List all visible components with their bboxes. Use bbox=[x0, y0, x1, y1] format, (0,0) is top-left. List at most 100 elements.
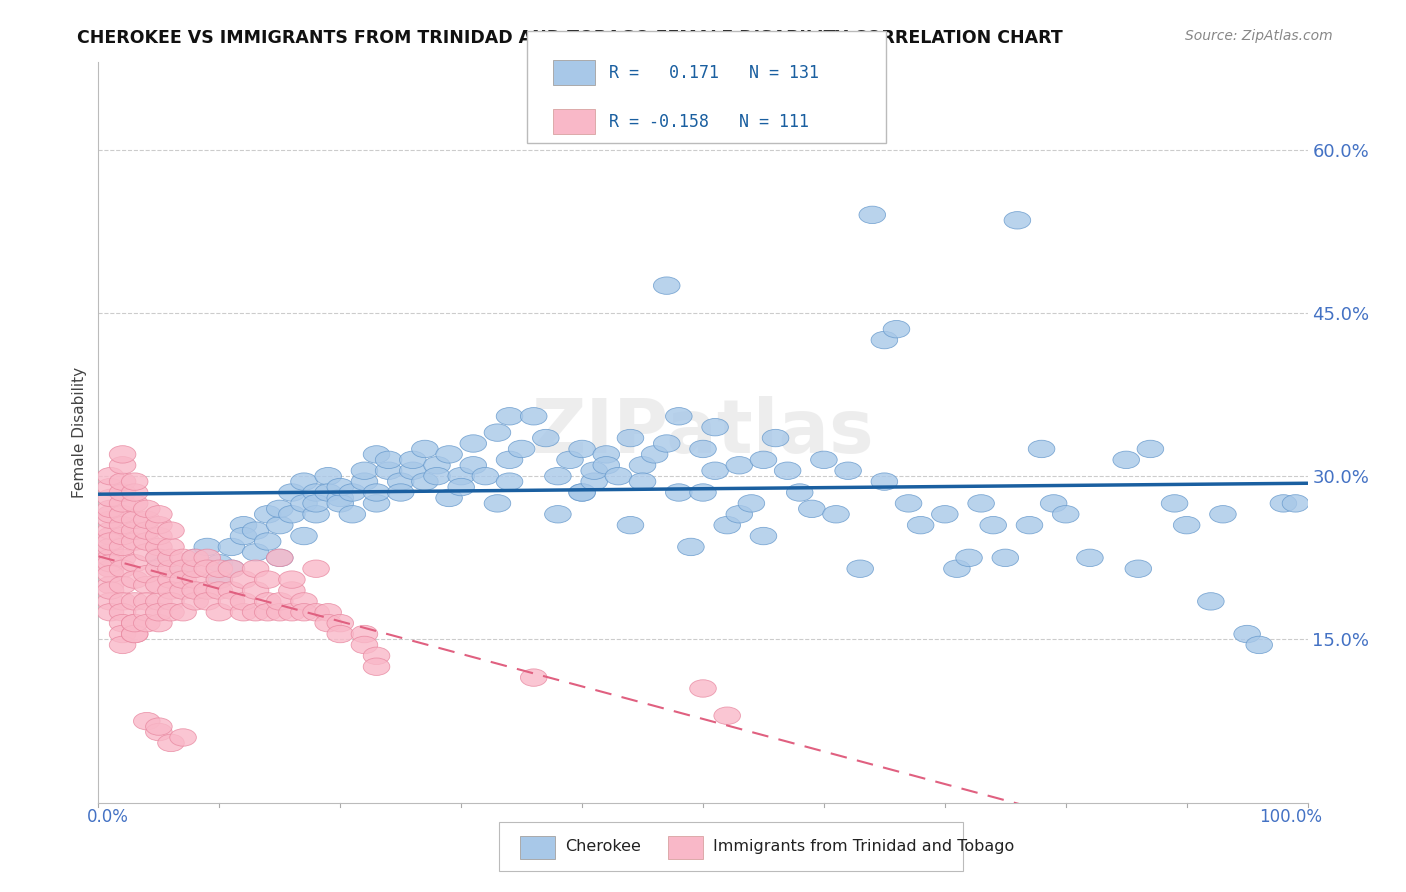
Ellipse shape bbox=[134, 533, 160, 550]
Ellipse shape bbox=[170, 549, 197, 566]
Ellipse shape bbox=[665, 408, 692, 425]
Ellipse shape bbox=[1234, 625, 1260, 643]
Ellipse shape bbox=[1246, 636, 1272, 654]
Ellipse shape bbox=[170, 571, 197, 589]
Ellipse shape bbox=[110, 576, 136, 594]
Ellipse shape bbox=[181, 592, 208, 610]
Ellipse shape bbox=[194, 582, 221, 599]
Ellipse shape bbox=[907, 516, 934, 534]
Ellipse shape bbox=[121, 533, 148, 550]
Ellipse shape bbox=[254, 604, 281, 621]
Ellipse shape bbox=[460, 457, 486, 474]
Ellipse shape bbox=[690, 483, 716, 501]
Ellipse shape bbox=[315, 467, 342, 485]
Ellipse shape bbox=[110, 549, 136, 566]
Ellipse shape bbox=[593, 457, 620, 474]
Ellipse shape bbox=[690, 680, 716, 698]
Ellipse shape bbox=[315, 483, 342, 501]
Ellipse shape bbox=[218, 560, 245, 577]
Ellipse shape bbox=[605, 467, 631, 485]
Ellipse shape bbox=[823, 506, 849, 523]
Ellipse shape bbox=[110, 446, 136, 463]
Ellipse shape bbox=[218, 538, 245, 556]
Ellipse shape bbox=[121, 571, 148, 589]
Ellipse shape bbox=[194, 560, 221, 577]
Ellipse shape bbox=[315, 615, 342, 632]
Ellipse shape bbox=[388, 473, 413, 491]
Ellipse shape bbox=[181, 571, 208, 589]
Ellipse shape bbox=[146, 718, 172, 735]
Ellipse shape bbox=[97, 560, 124, 577]
Ellipse shape bbox=[872, 473, 897, 491]
Ellipse shape bbox=[581, 462, 607, 479]
Ellipse shape bbox=[170, 604, 197, 621]
Ellipse shape bbox=[1053, 506, 1078, 523]
Ellipse shape bbox=[97, 500, 124, 517]
Ellipse shape bbox=[363, 658, 389, 675]
Ellipse shape bbox=[121, 615, 148, 632]
Ellipse shape bbox=[302, 483, 329, 501]
Ellipse shape bbox=[121, 625, 148, 643]
Ellipse shape bbox=[121, 522, 148, 540]
Ellipse shape bbox=[1004, 211, 1031, 229]
Ellipse shape bbox=[97, 549, 124, 566]
Ellipse shape bbox=[967, 495, 994, 512]
Ellipse shape bbox=[1028, 441, 1054, 458]
Ellipse shape bbox=[569, 441, 595, 458]
Ellipse shape bbox=[1077, 549, 1104, 566]
Ellipse shape bbox=[375, 462, 402, 479]
Ellipse shape bbox=[751, 527, 776, 545]
Ellipse shape bbox=[328, 489, 353, 507]
Ellipse shape bbox=[509, 441, 534, 458]
Ellipse shape bbox=[97, 511, 124, 528]
Ellipse shape bbox=[110, 604, 136, 621]
Ellipse shape bbox=[1209, 506, 1236, 523]
Ellipse shape bbox=[110, 457, 136, 474]
Ellipse shape bbox=[352, 473, 378, 491]
Ellipse shape bbox=[980, 516, 1007, 534]
Ellipse shape bbox=[110, 483, 136, 501]
Ellipse shape bbox=[207, 560, 232, 577]
Ellipse shape bbox=[134, 500, 160, 517]
Ellipse shape bbox=[1114, 451, 1139, 468]
Ellipse shape bbox=[352, 636, 378, 654]
Text: Immigrants from Trinidad and Tobago: Immigrants from Trinidad and Tobago bbox=[713, 839, 1014, 855]
Ellipse shape bbox=[738, 495, 765, 512]
Ellipse shape bbox=[231, 527, 257, 545]
Ellipse shape bbox=[146, 549, 172, 566]
Ellipse shape bbox=[932, 506, 957, 523]
Ellipse shape bbox=[134, 713, 160, 730]
Text: Source: ZipAtlas.com: Source: ZipAtlas.com bbox=[1185, 29, 1333, 43]
Ellipse shape bbox=[146, 576, 172, 594]
Ellipse shape bbox=[859, 206, 886, 224]
Ellipse shape bbox=[194, 592, 221, 610]
Ellipse shape bbox=[460, 434, 486, 452]
Ellipse shape bbox=[97, 467, 124, 485]
Ellipse shape bbox=[883, 320, 910, 338]
Ellipse shape bbox=[1198, 592, 1225, 610]
Ellipse shape bbox=[267, 516, 292, 534]
Ellipse shape bbox=[157, 582, 184, 599]
Ellipse shape bbox=[328, 478, 353, 496]
Ellipse shape bbox=[896, 495, 922, 512]
Ellipse shape bbox=[121, 592, 148, 610]
Ellipse shape bbox=[110, 473, 136, 491]
Ellipse shape bbox=[146, 615, 172, 632]
Ellipse shape bbox=[751, 451, 776, 468]
Ellipse shape bbox=[110, 527, 136, 545]
Ellipse shape bbox=[110, 560, 136, 577]
Ellipse shape bbox=[267, 549, 292, 566]
Ellipse shape bbox=[388, 483, 413, 501]
Ellipse shape bbox=[412, 473, 439, 491]
Ellipse shape bbox=[146, 592, 172, 610]
Ellipse shape bbox=[97, 566, 124, 582]
Ellipse shape bbox=[134, 592, 160, 610]
Text: Cherokee: Cherokee bbox=[565, 839, 641, 855]
Ellipse shape bbox=[654, 277, 681, 294]
Ellipse shape bbox=[557, 451, 583, 468]
Ellipse shape bbox=[207, 571, 232, 589]
Ellipse shape bbox=[993, 549, 1018, 566]
Ellipse shape bbox=[170, 582, 197, 599]
Ellipse shape bbox=[436, 489, 463, 507]
Ellipse shape bbox=[170, 729, 197, 747]
